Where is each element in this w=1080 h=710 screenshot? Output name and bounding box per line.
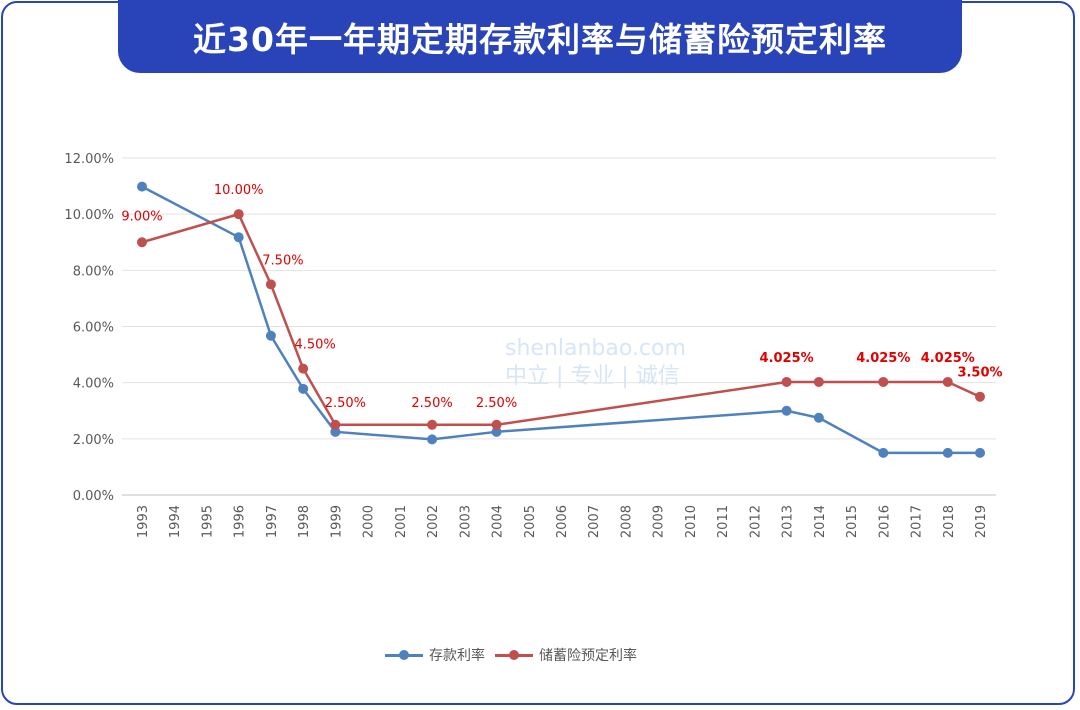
y-tick-label: 12.00% [64, 152, 114, 167]
x-tick-label: 1997 [265, 505, 280, 538]
legend-item-deposit[interactable]: 存款利率 [385, 645, 485, 665]
x-tick-label: 2010 [684, 505, 699, 538]
x-tick-label: 2019 [974, 505, 989, 538]
data-point [137, 237, 147, 248]
data-point [781, 405, 792, 416]
x-tick-label: 2002 [426, 505, 441, 538]
data-point [813, 376, 824, 387]
data-label: 4.025% [921, 351, 975, 366]
data-point [427, 419, 438, 430]
x-tick-label: 2003 [458, 505, 473, 538]
data-point [813, 412, 824, 423]
x-tick-label: 2015 [845, 505, 860, 538]
legend: 存款利率 储蓄险预定利率 [385, 645, 647, 665]
data-point [975, 391, 985, 402]
series-line-0 [141, 185, 980, 455]
x-tick-label: 2009 [652, 505, 667, 538]
data-point [975, 447, 985, 458]
x-tick-label: 2017 [910, 505, 925, 538]
data-label: 10.00% [214, 183, 264, 198]
data-label: 2.50% [325, 396, 366, 411]
data-point [233, 232, 244, 243]
legend-item-insurance[interactable]: 储蓄险预定利率 [495, 645, 637, 665]
data-point [781, 376, 792, 387]
x-tick-label: 2006 [555, 505, 570, 538]
series-line-1 [141, 212, 981, 427]
data-point [298, 383, 309, 394]
data-label: 4.025% [760, 351, 814, 366]
data-point [942, 376, 953, 387]
data-label: 3.50% [957, 366, 1002, 381]
x-tick-label: 1996 [233, 505, 248, 538]
data-point [233, 209, 244, 220]
x-tick-label: 2012 [748, 505, 763, 538]
data-point [491, 419, 502, 430]
data-point [265, 279, 276, 290]
legend-label: 储蓄险预定利率 [539, 648, 637, 664]
legend-swatch-deposit [385, 650, 423, 660]
data-label: 7.50% [262, 253, 303, 268]
data-point [878, 376, 889, 387]
data-label: 2.50% [411, 396, 452, 411]
x-tick-label: 2013 [781, 505, 796, 538]
data-point [298, 363, 309, 374]
legend-label: 存款利率 [429, 648, 485, 664]
x-tick-label: 2016 [877, 505, 892, 538]
data-label: 2.50% [476, 396, 517, 411]
x-tick-label: 2007 [587, 505, 602, 538]
x-tick-label: 2008 [619, 505, 634, 538]
y-tick-label: 8.00% [73, 264, 114, 279]
x-tick-label: 2005 [523, 505, 538, 538]
data-point [137, 181, 147, 192]
data-point [491, 426, 502, 437]
y-tick-label: 6.00% [73, 321, 114, 336]
legend-swatch-insurance [495, 650, 533, 660]
y-tick-label: 10.00% [64, 208, 114, 223]
x-tick-label: 2018 [942, 505, 957, 538]
data-point [330, 426, 341, 437]
x-tick-label: 2000 [362, 505, 377, 538]
x-tick-label: 2011 [716, 505, 731, 538]
x-tick-label: 1993 [136, 505, 151, 538]
x-tick-label: 2004 [491, 505, 506, 538]
data-label: 9.00% [121, 209, 162, 224]
data-point [878, 447, 889, 458]
x-tick-label: 1995 [200, 505, 215, 538]
x-tick-label: 1998 [297, 505, 312, 538]
x-tick-label: 2001 [394, 505, 409, 538]
data-point [265, 330, 276, 341]
x-tick-label: 2014 [813, 505, 828, 538]
y-tick-label: 4.00% [73, 377, 114, 392]
data-label: 4.50% [294, 338, 335, 353]
data-point [330, 419, 341, 430]
x-tick-label: 1999 [329, 505, 344, 538]
data-label: 4.025% [856, 351, 910, 366]
y-tick-label: 2.00% [73, 433, 114, 448]
x-tick-label: 1994 [168, 505, 183, 538]
data-point [942, 447, 953, 458]
chart-title: 近30年一年期定期存款利率与储蓄险预定利率 [118, 0, 962, 73]
data-point [427, 434, 438, 445]
y-tick-label: 0.00% [73, 489, 114, 504]
